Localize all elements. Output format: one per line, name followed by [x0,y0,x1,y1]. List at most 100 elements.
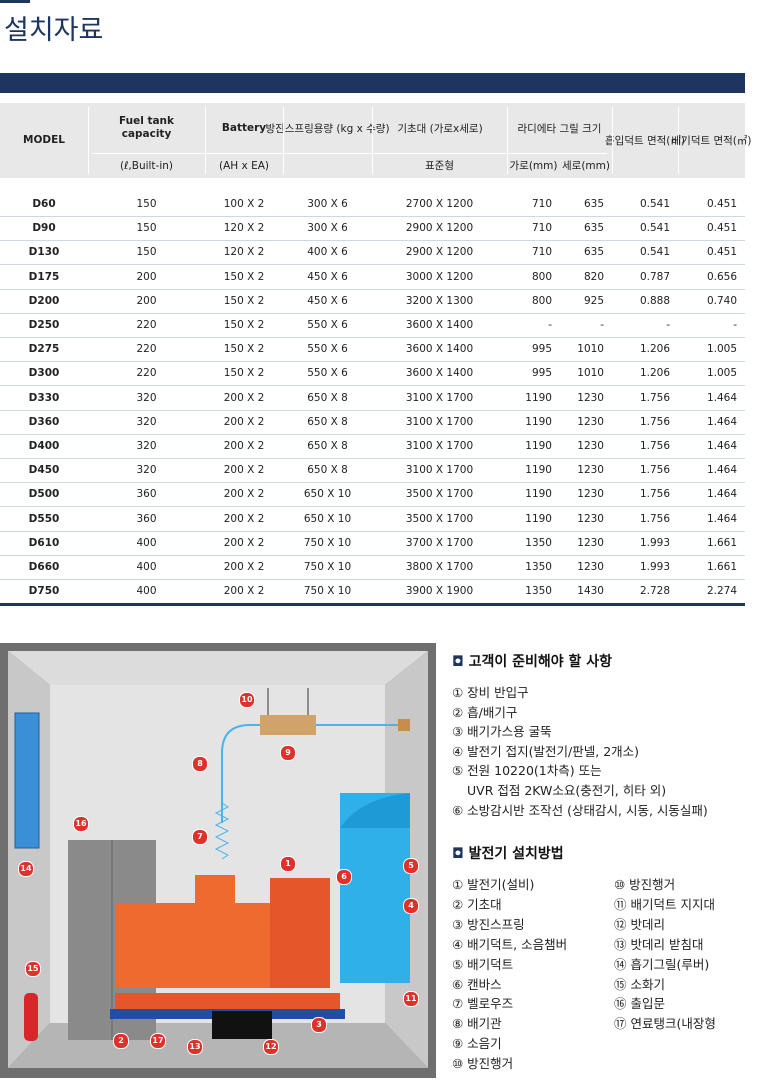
table-cell: 320 [136,415,157,428]
col-divider [283,107,284,174]
table-cell: 925 [583,294,604,307]
table-cell: 995 [531,367,552,380]
list-item: ③ 방진스프링 [452,916,525,932]
table-cell: 1350 [525,536,552,549]
callout: 17 [150,1033,166,1049]
table-cell: 1.756 [639,512,670,525]
header-cell: 흡입덕트 면적(㎡) [605,135,685,147]
ceiling [8,651,428,685]
row-line [0,216,745,217]
table-cell: 1.464 [706,488,737,501]
row-line [0,482,745,484]
table-cell: 150 [136,198,157,210]
row-line [0,530,745,532]
table-cell: 1.661 [706,561,737,573]
header-cell: 기초대 (가로x세로) [397,122,483,135]
table-cell: 200 [136,270,157,283]
table-cell: 0.541 [639,198,670,210]
table-cell: 750 X 10 [303,536,352,549]
table-cell: 200 X 2 [223,391,265,404]
col-divider [88,107,89,174]
table-cell: 3200 X 1300 [405,294,474,307]
callout: 1 [280,856,296,872]
row-line [0,240,745,242]
table-cell: D250 [28,319,60,331]
table-cell: 750 X 10 [303,561,352,573]
header-cell: (AH x EA) [219,159,269,172]
table-cell: 3500 X 1700 [405,488,474,501]
list-item: ⑯ 출입문 [614,996,665,1012]
table-cell: 1190 [525,391,552,404]
table-cell: 150 X 2 [223,343,265,356]
col-divider [205,107,206,174]
col-divider [612,107,613,174]
muffler [260,715,316,735]
table-cell: 200 X 2 [223,488,265,501]
header-cell: MODEL [23,134,65,146]
table-cell: - [666,319,670,331]
table-cell: - [733,319,737,331]
table-cell: 120 X 2 [223,222,265,235]
pipe-end [398,719,410,731]
callout: 2 [113,1033,129,1049]
row-line [0,603,745,607]
table-cell: 550 X 6 [307,319,348,331]
row-line [0,337,745,338]
table-cell: 220 [136,343,157,356]
list-item: ⑥ 캔바스 [452,976,502,992]
table-cell: 3500 X 1700 [405,512,474,525]
table-cell: 0.656 [706,270,737,283]
table-cell: 200 X 2 [223,440,265,452]
table-cell: 120 X 2 [223,246,265,259]
table-cell: 1190 [525,464,552,477]
radiator [270,878,330,988]
table-cell: 400 [136,561,157,573]
table-cell: 400 [136,536,157,549]
table-cell: 1.464 [706,391,737,404]
table-cell: 1010 [577,367,604,380]
table-cell: 650 X 10 [303,488,352,501]
table-cell: 360 [136,512,157,525]
table-cell: 3900 X 1900 [405,585,474,598]
table-cell: 200 X 2 [223,512,265,525]
table-cell: 710 [531,198,552,210]
table-cell: 150 X 2 [223,319,265,331]
table-cell: 1.005 [706,343,737,356]
header-cell: 세로(mm) [562,160,610,172]
header-cell: 가로(mm) [509,160,558,172]
table-cell: 820 [583,270,604,283]
table-cell: 1430 [577,585,604,598]
callout: 5 [403,858,419,874]
col-divider [372,107,373,174]
fuel-tank [115,993,340,1009]
list-item: ⑪ 배기덕트 지지대 [614,896,715,912]
callout: 16 [73,816,89,832]
table-cell: 1230 [577,512,604,525]
table-cell: 710 [531,246,552,259]
callout: 4 [403,898,419,914]
table-cell: 2.728 [639,585,670,598]
table-cell: 0.787 [639,270,670,283]
list-item: ⑥ 소방감시반 조작선 (상태감시, 시동, 시동실패) [452,802,708,818]
table-cell: 1010 [577,343,604,356]
louver [14,712,40,849]
table-cell: 1.756 [639,440,670,452]
callout: 11 [403,991,419,1007]
table-cell: 1.206 [639,367,670,380]
table-cell: 3100 X 1700 [405,391,474,404]
duct-bend [340,793,410,828]
table-cell: 450 X 6 [307,294,348,307]
row-line [0,264,745,266]
callout: 8 [192,756,208,772]
table-cell: 200 X 2 [223,561,265,573]
table-cell: 200 X 2 [223,464,265,477]
callout: 14 [18,861,34,877]
table-cell: 3100 X 1700 [405,440,474,452]
table-cell: 1230 [577,391,604,404]
table-cell: 3600 X 1400 [405,343,474,356]
table-cell: 650 X 10 [303,512,352,525]
table-cell: D550 [28,512,60,525]
table-cell: 1.464 [706,512,737,525]
table-cell: 1.756 [639,488,670,501]
table-cell: 1350 [525,561,552,573]
